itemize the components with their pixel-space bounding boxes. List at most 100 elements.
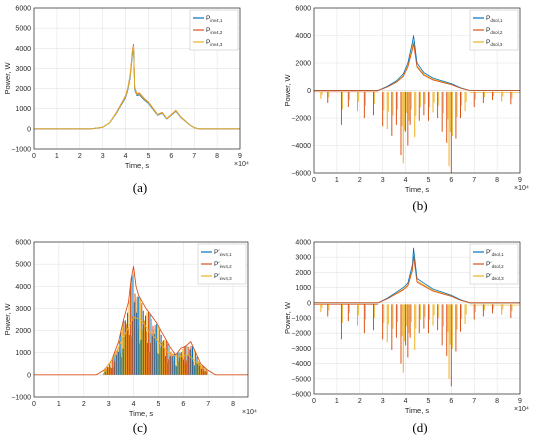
chart-panel-d: 0 1 2 3 4 5 6 7 8 9 −6000 −5000 −4000 −3000 −2000 −1000… [283, 240, 529, 436]
x-axis-label: Time, s [129, 409, 154, 418]
x-tick-label: 0 [32, 153, 36, 160]
x-exponent-label: ×10⁴ [242, 409, 257, 416]
legend-label: P′dsol,2 [486, 261, 504, 269]
y-tick-label: 3000 [295, 255, 311, 262]
y-axis-label: Power, W [283, 301, 292, 334]
legend-label: P′dsol,1 [486, 249, 504, 257]
x-tick-label: 6 [449, 177, 453, 184]
y-tick-label: 3000 [15, 306, 31, 313]
x-tick-label: 8 [495, 398, 499, 405]
y-tick-label: 1000 [295, 285, 311, 292]
x-tick-label: 4 [132, 401, 136, 408]
x-axis-label: Time, s [125, 161, 150, 170]
y-tick-label: 0 [307, 88, 311, 95]
y-tick-label: 3000 [15, 66, 31, 73]
y-tick-label: 1000 [15, 350, 31, 357]
x-tick-label: 6 [181, 401, 185, 408]
y-tick-label: 4000 [295, 33, 311, 40]
x-tick-label: 1 [57, 401, 61, 408]
legend-label: P′inv4,1 [214, 249, 232, 257]
legend: Pdsol,1 Pdsol,2 Pdsol,3 [469, 9, 519, 51]
legend-label: P′inv4,2 [214, 261, 232, 269]
x-tick-label: 4 [404, 177, 408, 184]
x-axis-label: Time, s [405, 406, 430, 415]
y-tick-label: −5000 [291, 376, 311, 383]
chart-panel-c: 0 1 2 3 4 5 6 7 8−10000100020003000400050006000T… [3, 240, 257, 436]
y-tick-label: 2000 [295, 61, 311, 68]
y-axis-label: Power, W [3, 62, 12, 95]
panel-caption: (b) [412, 198, 427, 213]
series-line-2 [314, 255, 520, 304]
x-tick-label: 0 [32, 401, 36, 408]
legend-label: P′inv4,3 [214, 273, 232, 281]
x-tick-label: 7 [206, 401, 210, 408]
x-tick-label: 8 [495, 177, 499, 184]
x-tick-label: 8 [231, 401, 235, 408]
y-tick-label: 1000 [15, 106, 31, 113]
legend: Pinv4,1 Pinv4,2 Pinv4,3 [189, 9, 239, 51]
y-tick-label: 6000 [15, 6, 31, 13]
x-axis-label: Time, s [405, 185, 430, 194]
y-tick-label: 6000 [15, 240, 31, 247]
y-tick-label: −1000 [11, 147, 31, 154]
x-tick-label: 1 [335, 177, 339, 184]
series-line-3 [103, 316, 209, 373]
x-tick-label: 2 [78, 153, 82, 160]
x-tick-label: 7 [192, 153, 196, 160]
y-axis-label: Power, W [283, 74, 292, 107]
x-tick-label: 5 [426, 177, 430, 184]
x-tick-label: 1 [335, 398, 339, 405]
x-tick-label: 5 [156, 401, 160, 408]
series-line-2 [34, 265, 248, 376]
x-tick-label: 3 [101, 153, 105, 160]
legend-label: Pinv4,3 [206, 39, 223, 47]
x-tick-label: 6 [449, 398, 453, 405]
x-exponent-label: ×10⁴ [514, 185, 529, 192]
x-tick-label: 7 [472, 398, 476, 405]
x-tick-label: 0 [312, 398, 316, 405]
x-tick-label: 2 [358, 398, 362, 405]
legend-label: Pinv4,2 [206, 27, 223, 35]
legend-label: P′dsol,3 [486, 273, 504, 281]
x-tick-label: 9 [518, 398, 522, 405]
x-exponent-label: ×10⁴ [514, 406, 529, 413]
y-tick-label: 6000 [295, 6, 311, 13]
x-tick-label: 4 [124, 153, 128, 160]
x-tick-label: 7 [472, 177, 476, 184]
x-tick-label: 8 [215, 153, 219, 160]
panel-caption: (c) [133, 420, 147, 435]
legend-label: Pdsol,3 [486, 39, 503, 47]
y-tick-label: 5000 [15, 262, 31, 269]
y-tick-label: −6000 [291, 171, 311, 178]
y-tick-label: −1000 [291, 316, 311, 323]
series-line-2 [314, 43, 520, 91]
y-tick-label: −6000 [291, 392, 311, 399]
y-tick-label: −4000 [291, 361, 311, 368]
y-tick-label: 4000 [15, 46, 31, 53]
y-tick-label: −1000 [11, 395, 31, 402]
x-tick-label: 3 [381, 398, 385, 405]
x-tick-label: 3 [107, 401, 111, 408]
axes-frame [313, 7, 521, 174]
panel-caption: (d) [412, 420, 427, 435]
x-tick-label: 1 [55, 153, 59, 160]
legend-label: Pdsol,2 [486, 27, 503, 35]
panel-caption: (a) [133, 180, 147, 195]
x-tick-label: 5 [146, 153, 150, 160]
series-line-1 [314, 35, 520, 91]
y-tick-label: 5000 [15, 26, 31, 33]
series-line-1 [314, 247, 520, 304]
legend-label: Pinv4,1 [206, 15, 223, 23]
axes-frame [313, 241, 521, 395]
y-tick-label: −2000 [291, 331, 311, 338]
x-tick-label: 2 [358, 177, 362, 184]
legend-label: Pdsol,1 [486, 15, 503, 23]
series-line-3 [34, 45, 240, 130]
y-tick-label: 4000 [295, 240, 311, 247]
x-tick-label: 5 [426, 398, 430, 405]
y-tick-label: 2000 [15, 86, 31, 93]
chart-panel-a: 0 1 2 3 4 5 6 7 8 9−10000100020003000400050006000… [3, 6, 249, 196]
chart-panel-b: 0 1 2 3 4 5 6 7 8 9 −6000 −4000 −2000 0 2000 4000 6000 Ti… [283, 6, 529, 214]
x-tick-label: 2 [82, 401, 86, 408]
